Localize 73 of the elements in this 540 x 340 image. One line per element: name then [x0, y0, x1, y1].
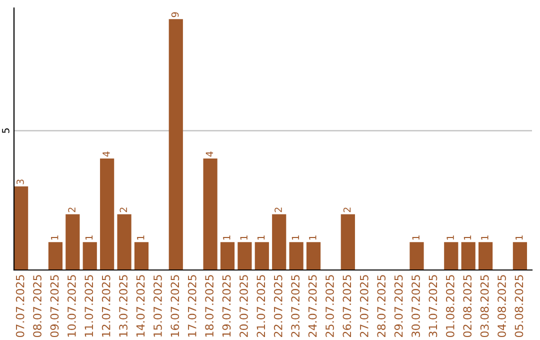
- data-label: 1: [51, 235, 58, 240]
- bar: [306, 242, 321, 270]
- bar: [82, 242, 97, 270]
- bar: [512, 242, 528, 270]
- x-tick-label: 19.07.2025: [222, 275, 231, 337]
- bar: [117, 214, 132, 270]
- x-tick-label: 18.07.2025: [205, 275, 214, 337]
- bar: [410, 242, 424, 270]
- bar: [48, 242, 63, 270]
- bar: [134, 242, 149, 270]
- bar: [478, 242, 493, 270]
- data-label: 1: [464, 235, 472, 240]
- x-tick-label: 22.07.2025: [274, 275, 282, 337]
- bar: [238, 242, 252, 270]
- bar: [340, 214, 355, 270]
- data-label: 1: [516, 235, 523, 240]
- data-label: 1: [292, 235, 299, 240]
- data-label: 1: [240, 235, 248, 240]
- bar: [289, 242, 304, 270]
- data-label: 1: [85, 235, 93, 240]
- x-tick-label: 02.08.2025: [463, 275, 472, 338]
- x-tick-label: 08.07.2025: [33, 275, 42, 338]
- x-tick-label: 04.08.2025: [498, 275, 506, 338]
- x-tick-label: 01.08.2025: [446, 275, 454, 338]
- x-tick-label: 07.07.2025: [16, 275, 24, 338]
- x-tick-label: 17.07.2025: [188, 275, 196, 337]
- x-tick-label: 20.07.2025: [240, 275, 248, 337]
- bar: [254, 242, 269, 270]
- x-tick-label: 03.08.2025: [480, 275, 489, 338]
- x-tick-label: 16.07.2025: [170, 275, 180, 337]
- data-label: 4: [206, 151, 213, 157]
- bar: [66, 214, 80, 270]
- data-label: 1: [258, 235, 265, 240]
- x-tick-label: 14.07.2025: [136, 275, 145, 337]
- bar: [168, 19, 183, 270]
- bar: [444, 242, 458, 270]
- data-label: 1: [446, 235, 454, 240]
- data-label: 1: [481, 235, 488, 240]
- data-label: 1: [137, 235, 144, 240]
- x-tick-label: 09.07.2025: [50, 275, 59, 338]
- data-label: 1: [412, 235, 420, 240]
- data-label: 1: [309, 235, 316, 240]
- data-label: 2: [68, 208, 76, 212]
- x-tick-label: 15.07.2025: [154, 275, 162, 337]
- data-label: 4: [102, 151, 110, 157]
- bar: [220, 242, 235, 270]
- x-tick-label: 30.07.2025: [412, 275, 420, 337]
- data-label: 2: [343, 208, 351, 212]
- data-label: 2: [120, 208, 127, 212]
- x-tick-label: 21.07.2025: [256, 275, 266, 337]
- data-label: 3: [16, 180, 24, 184]
- bar: [203, 158, 218, 270]
- bar: [272, 214, 286, 270]
- x-tick-label: 10.07.2025: [67, 275, 76, 337]
- x-tick-label: 25.07.2025: [326, 275, 334, 337]
- bar: [100, 158, 114, 270]
- data-label: 9: [171, 12, 179, 18]
- x-tick-label: 27.07.2025: [360, 275, 368, 337]
- x-tick-label: 13.07.2025: [119, 275, 128, 337]
- x-tick-label: 11.07.2025: [84, 275, 94, 337]
- x-tick-label: 31.07.2025: [428, 275, 438, 337]
- x-tick-label: 24.07.2025: [308, 275, 317, 337]
- x-tick-label: 29.07.2025: [394, 275, 403, 337]
- x-tick-label: 12.07.2025: [102, 275, 110, 337]
- x-tick-label: 05.08.2025: [514, 275, 524, 338]
- data-label: 1: [223, 235, 230, 240]
- bar: [461, 242, 476, 270]
- x-tick-label: 28.07.2025: [377, 275, 386, 337]
- x-tick-label: 23.07.2025: [291, 275, 300, 337]
- y-tick-label: 5: [2, 128, 10, 133]
- data-label: 2: [274, 208, 282, 212]
- x-tick-label: 26.07.2025: [342, 275, 352, 337]
- bar: [14, 186, 28, 270]
